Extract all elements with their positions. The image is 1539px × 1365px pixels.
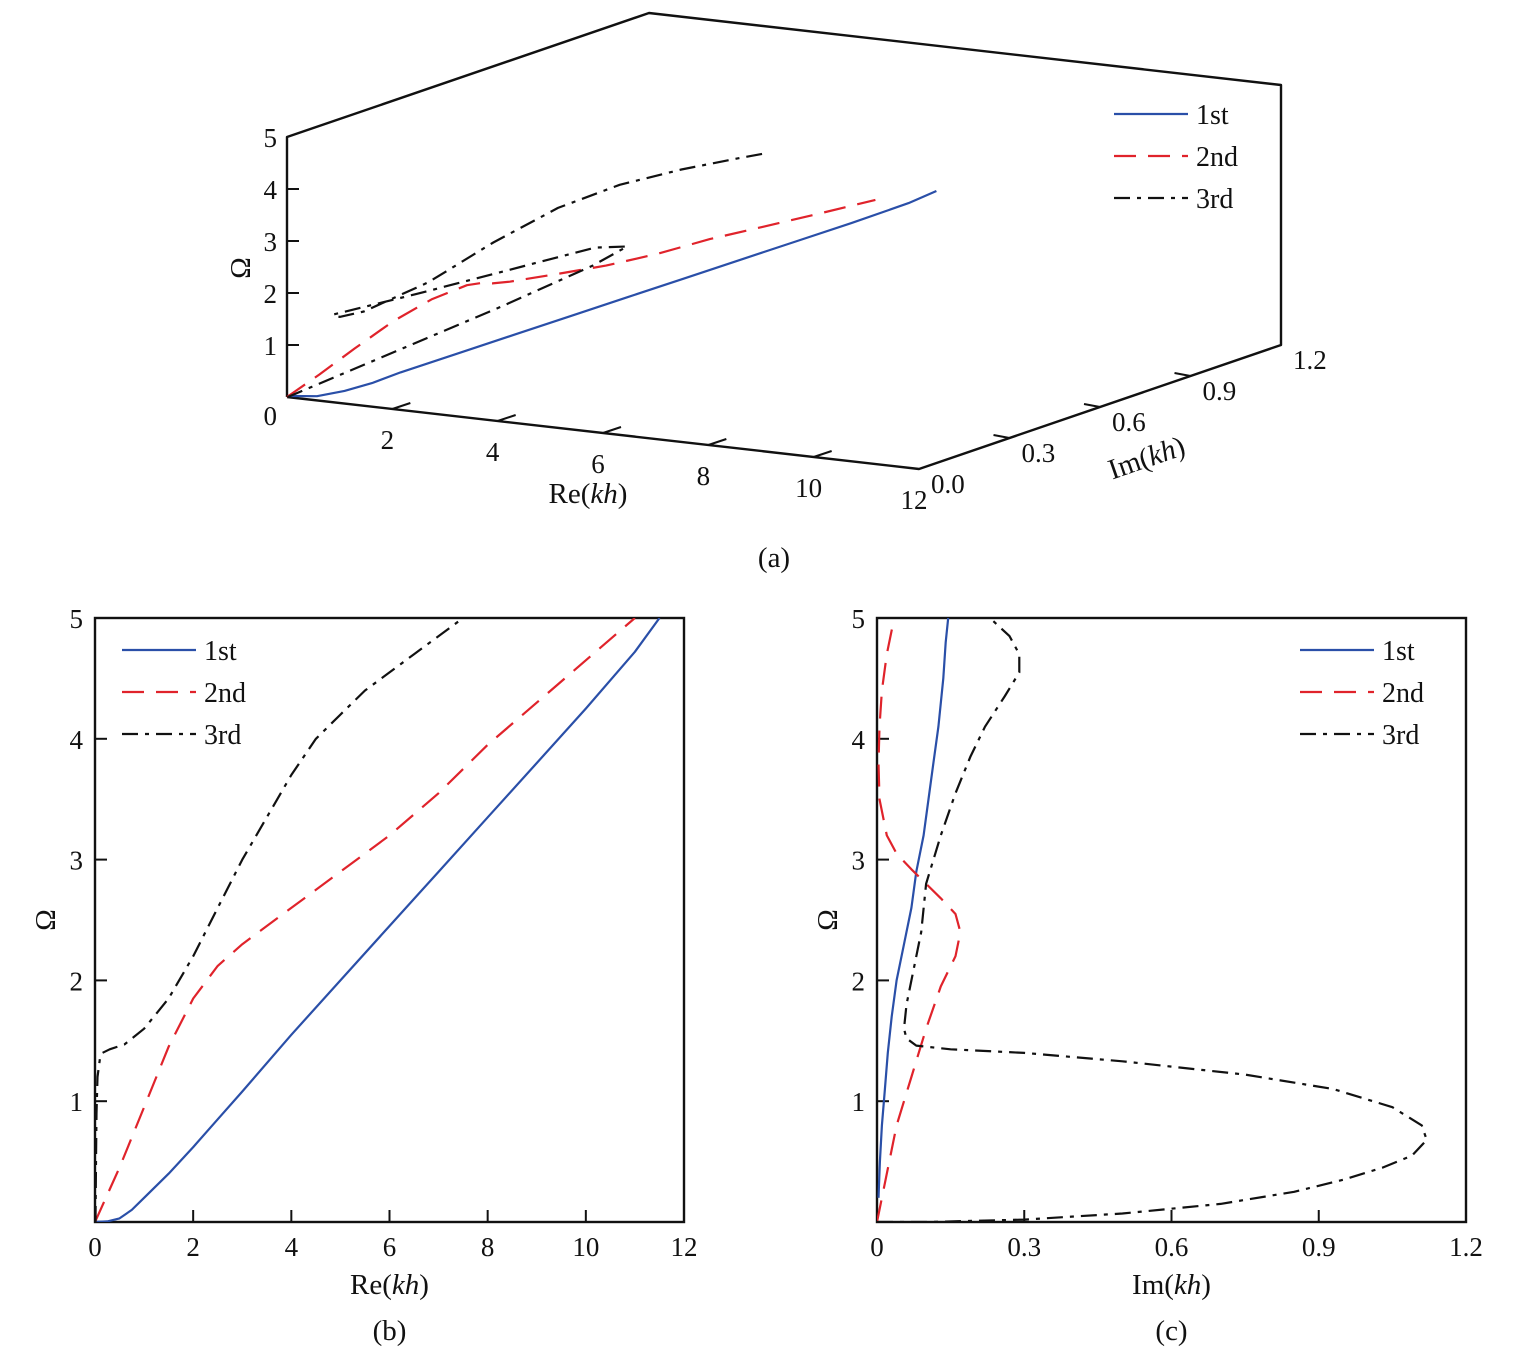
series-line-3 xyxy=(95,618,464,1222)
y-axis-title: Ω xyxy=(812,909,844,931)
x-tick-label: 10 xyxy=(572,1232,599,1262)
im-axis-title: Im(kh) xyxy=(1104,430,1189,486)
re-tick xyxy=(497,414,516,422)
y-tick-label: 5 xyxy=(70,604,84,634)
im-tick xyxy=(1083,403,1101,408)
omega-tick-label: 2 xyxy=(264,279,278,309)
series-line-3 xyxy=(877,618,1428,1222)
omega-axis-title: Ω xyxy=(225,257,257,279)
panel-c-chart: 0 0.3 0.6 0.9 1.2 1 2 3 4 5 Im(kh) Ω (c) 1st 2nd 3rd xyxy=(812,604,1483,1347)
panel-caption: (a) xyxy=(758,542,790,574)
im-tick-label: 0.9 xyxy=(1203,376,1237,406)
re-tick-label: 2 xyxy=(381,425,395,455)
re-tick-label: 10 xyxy=(795,473,822,503)
omega-tick-label: 5 xyxy=(264,123,278,153)
x-tick-label: 0.3 xyxy=(1007,1232,1041,1262)
legend-label-3: 3rd xyxy=(1196,184,1233,215)
legend-label-3: 3rd xyxy=(1382,720,1419,751)
omega-tick-label: 1 xyxy=(264,331,278,361)
y-tick-label: 4 xyxy=(852,725,866,755)
y-tick-label: 3 xyxy=(852,846,866,876)
series-line-2 xyxy=(95,618,636,1222)
legend-label-1: 1st xyxy=(1196,100,1229,131)
series-line-2 xyxy=(286,198,876,398)
x-tick-label: 12 xyxy=(671,1232,698,1262)
y-tick-label: 2 xyxy=(70,966,84,996)
y-tick-label: 5 xyxy=(852,604,866,634)
series-line-1 xyxy=(877,618,950,1198)
re-tick-label: 12 xyxy=(901,485,928,515)
panel-a-3d-chart: 2 4 6 8 10 120.00.30.60.91.2012345Re(kh)Im(kh… xyxy=(225,11,1327,574)
x-tick-label: 8 xyxy=(481,1232,495,1262)
panel-caption: (b) xyxy=(373,1315,407,1347)
series-line-1 xyxy=(95,618,661,1222)
legend-label-2: 2nd xyxy=(1196,142,1238,173)
re-tick-label: 4 xyxy=(486,437,500,467)
re-tick xyxy=(813,450,832,458)
re-tick xyxy=(392,402,411,410)
y-tick-label: 4 xyxy=(70,725,84,755)
x-tick-label: 4 xyxy=(285,1232,299,1262)
legend-label-2: 2nd xyxy=(204,678,246,709)
im-tick-label: 0.3 xyxy=(1022,438,1056,468)
omega-tick-label: 3 xyxy=(264,227,278,257)
x-tick-label: 1.2 xyxy=(1449,1232,1483,1262)
re-tick xyxy=(708,438,727,446)
re-tick xyxy=(602,426,622,434)
plot-frame xyxy=(875,616,1468,1224)
plot-frame xyxy=(93,616,686,1224)
series-line-1 xyxy=(289,189,937,398)
re-tick-label: 8 xyxy=(697,461,711,491)
x-tick-label: 2 xyxy=(186,1232,200,1262)
im-tick-label: 0.0 xyxy=(931,469,965,499)
y-tick-label: 1 xyxy=(70,1087,84,1117)
x-tick-label: 0 xyxy=(870,1232,884,1262)
legend: 1st 2nd 3rd xyxy=(122,636,246,751)
re-axis-title: Re(kh) xyxy=(549,478,628,510)
legend-label-1: 1st xyxy=(1382,636,1415,667)
panel-caption: (c) xyxy=(1155,1315,1187,1347)
omega-tick-label: 4 xyxy=(264,175,278,205)
im-tick xyxy=(1174,372,1191,377)
x-tick-label: 6 xyxy=(383,1232,397,1262)
re-tick-label: 6 xyxy=(591,449,605,479)
legend: 1st 2nd 3rd xyxy=(1114,100,1238,215)
y-tick-label: 1 xyxy=(852,1087,866,1117)
legend-label-3: 3rd xyxy=(204,720,241,751)
series-line-3 xyxy=(287,152,767,399)
im-tick-label: 1.2 xyxy=(1293,345,1327,375)
y-axis-title: Ω xyxy=(30,909,62,931)
x-axis-title: Im(kh) xyxy=(1132,1269,1211,1301)
legend: 1st 2nd 3rd xyxy=(1300,636,1424,751)
legend-label-1: 1st xyxy=(204,636,237,667)
x-tick-label: 0.9 xyxy=(1302,1232,1336,1262)
x-tick-label: 0.6 xyxy=(1155,1232,1189,1262)
im-tick-label: 0.6 xyxy=(1112,407,1146,437)
series-line-2 xyxy=(877,618,962,1222)
y-tick-label: 2 xyxy=(852,966,866,996)
legend-label-2: 2nd xyxy=(1382,678,1424,709)
omega-tick-label: 0 xyxy=(264,401,278,431)
x-tick-label: 0 xyxy=(88,1232,102,1262)
y-tick-label: 3 xyxy=(70,846,84,876)
im-tick xyxy=(993,434,1010,439)
box-frame xyxy=(285,11,1283,471)
x-axis-title: Re(kh) xyxy=(350,1269,429,1301)
